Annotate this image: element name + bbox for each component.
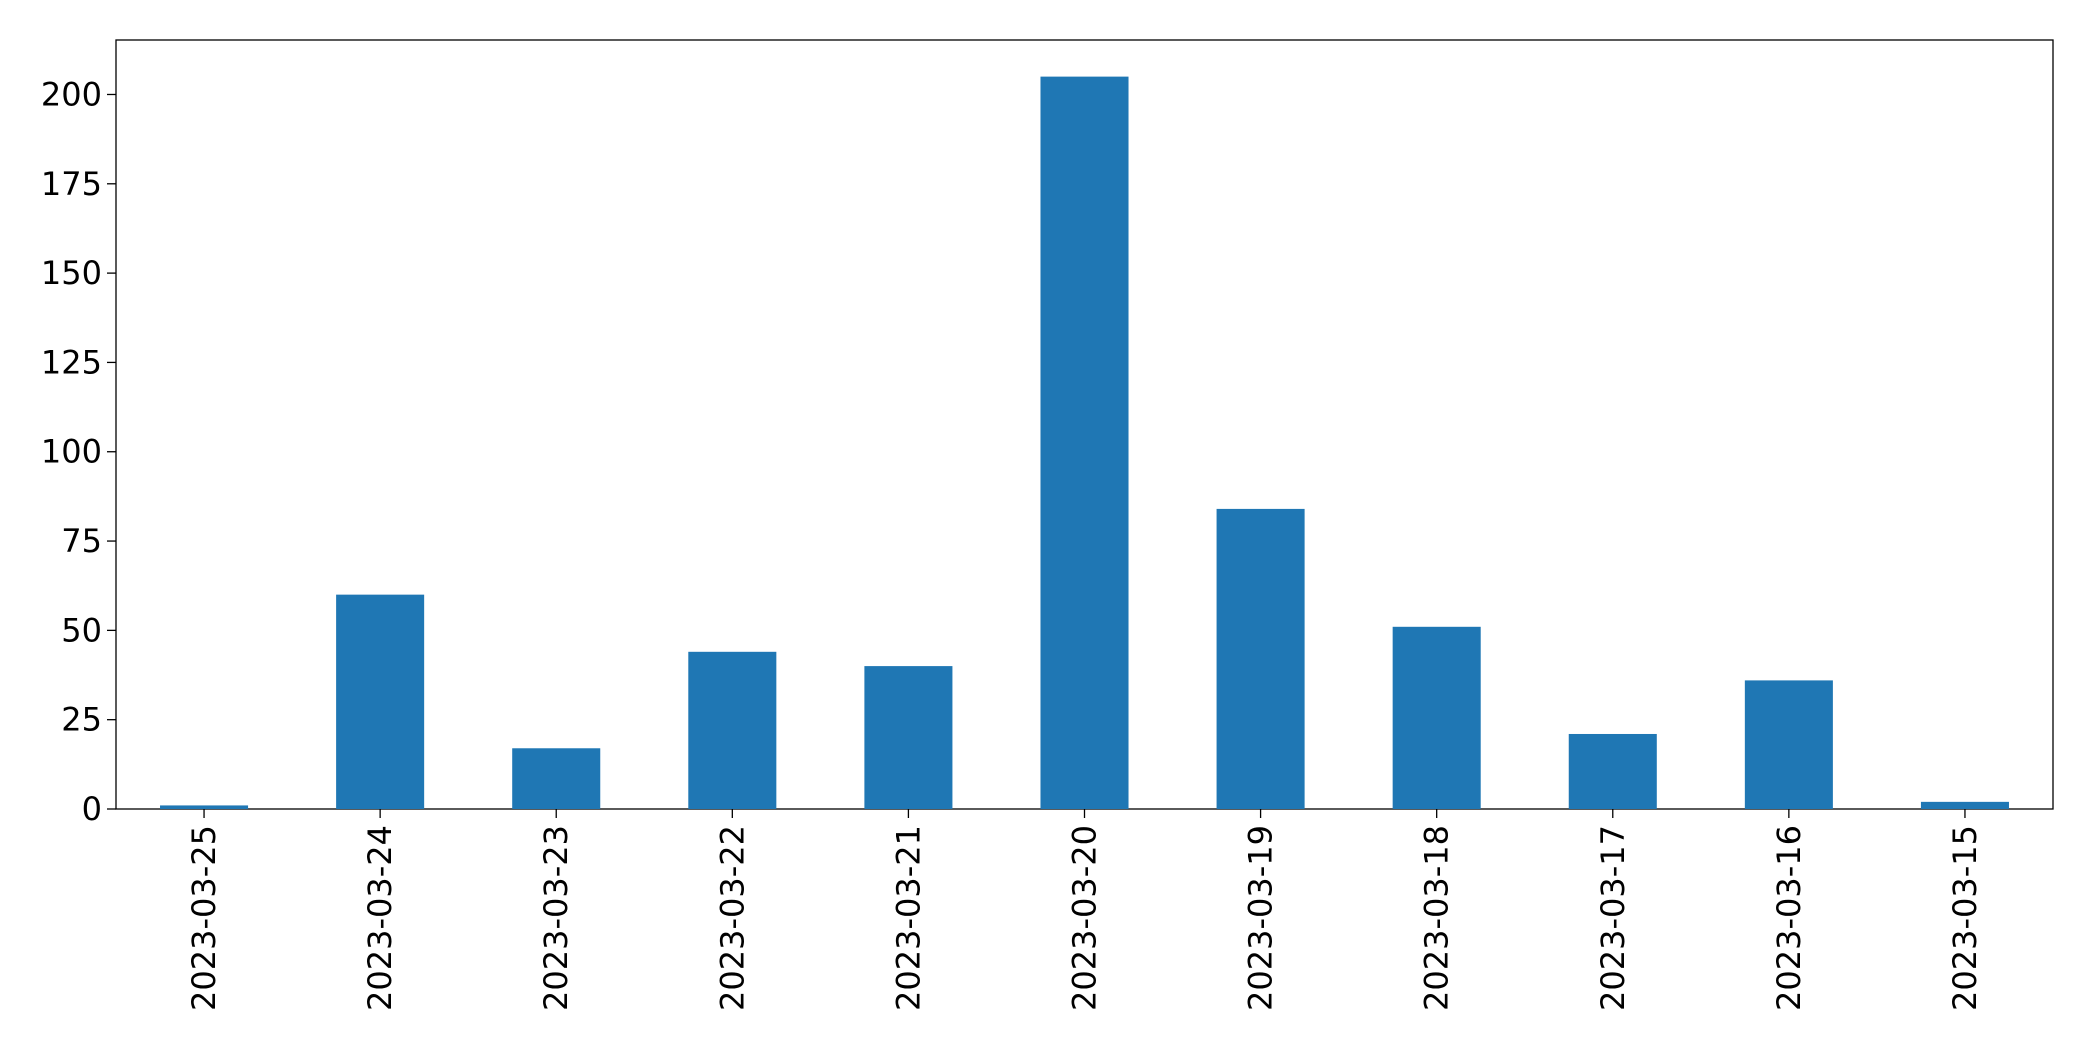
- x-tick-label: 2023-03-16: [1770, 825, 1808, 1011]
- bar: [160, 805, 249, 809]
- bar: [1392, 626, 1481, 809]
- x-tick-label: 2023-03-23: [537, 825, 575, 1011]
- bar: [512, 748, 601, 809]
- x-tick-label: 2023-03-15: [1946, 825, 1984, 1011]
- x-tick-label: 2023-03-20: [1066, 825, 1104, 1011]
- y-tick-label: 50: [61, 611, 102, 649]
- bar: [1568, 733, 1657, 809]
- x-tick-label: 2023-03-25: [185, 825, 223, 1011]
- x-tick-label: 2023-03-24: [361, 825, 399, 1011]
- x-tick-label: 2023-03-17: [1594, 825, 1632, 1011]
- bar: [864, 666, 953, 809]
- bar: [1920, 801, 2009, 809]
- y-tick-label: 125: [41, 343, 102, 381]
- y-tick-label: 0: [82, 790, 102, 828]
- bar: [688, 651, 777, 809]
- bar: [336, 594, 425, 809]
- bar: [1216, 508, 1305, 809]
- x-tick-label: 2023-03-19: [1242, 825, 1280, 1011]
- x-tick-label: 2023-03-18: [1418, 825, 1456, 1011]
- y-tick-label: 175: [41, 165, 102, 203]
- y-tick-label: 150: [41, 254, 102, 292]
- y-tick-label: 25: [61, 701, 102, 739]
- bar: [1040, 76, 1129, 810]
- x-tick-label: 2023-03-22: [713, 825, 751, 1011]
- x-tick-label: 2023-03-21: [889, 825, 927, 1011]
- y-tick-label: 100: [41, 433, 102, 471]
- y-tick-label: 200: [41, 75, 102, 113]
- bar: [1744, 680, 1833, 809]
- y-tick-label: 75: [61, 522, 102, 560]
